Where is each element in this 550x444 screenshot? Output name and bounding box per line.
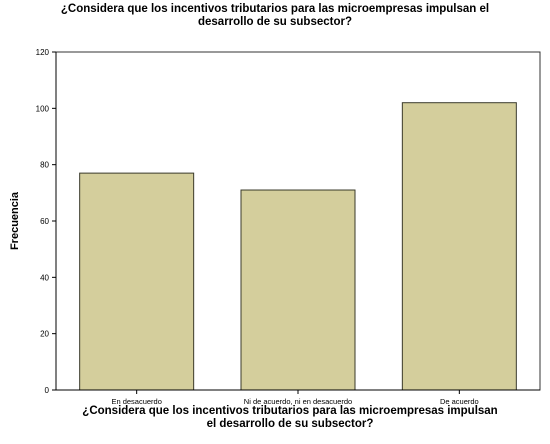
bar-3 [401, 102, 517, 391]
y-tick-label: 120 [36, 48, 50, 57]
x-axis-label-line-2: el desarrollo de su subsector? [206, 418, 374, 430]
y-tick-label: 20 [40, 330, 49, 339]
bars [79, 102, 517, 391]
x-tick-label: Ni de acuerdo, ni en desacuerdo [244, 397, 352, 406]
chart-title-line-2: desarrollo de su subsector? [197, 16, 352, 28]
y-axis-label: Frecuencia [9, 191, 21, 250]
y-tick-label: 80 [40, 161, 49, 170]
x-tick-label: De acuerdo [440, 397, 479, 406]
x-axis-ticks: En desacuerdo Ni de acuerdo, ni en desacu… [111, 390, 479, 406]
bar-1 [79, 172, 195, 391]
bar-2 [240, 189, 356, 391]
y-axis-ticks: 0 20 40 60 80 100 120 [36, 48, 56, 395]
x-tick-label: En desacuerdo [111, 397, 161, 406]
y-tick-label: 60 [40, 217, 49, 226]
x-axis-label-line-1: ¿Considera que los incentivos tributario… [82, 405, 498, 417]
y-tick-label: 100 [36, 104, 50, 113]
y-tick-label: 0 [45, 386, 50, 395]
chart-title-line-1: ¿Considera que los incentivos tributario… [60, 3, 490, 15]
chart-title: ¿Considera que los incentivos tributario… [0, 3, 550, 29]
y-tick-label: 40 [40, 273, 49, 282]
x-axis-label: ¿Considera que los incentivos tributario… [30, 405, 550, 431]
